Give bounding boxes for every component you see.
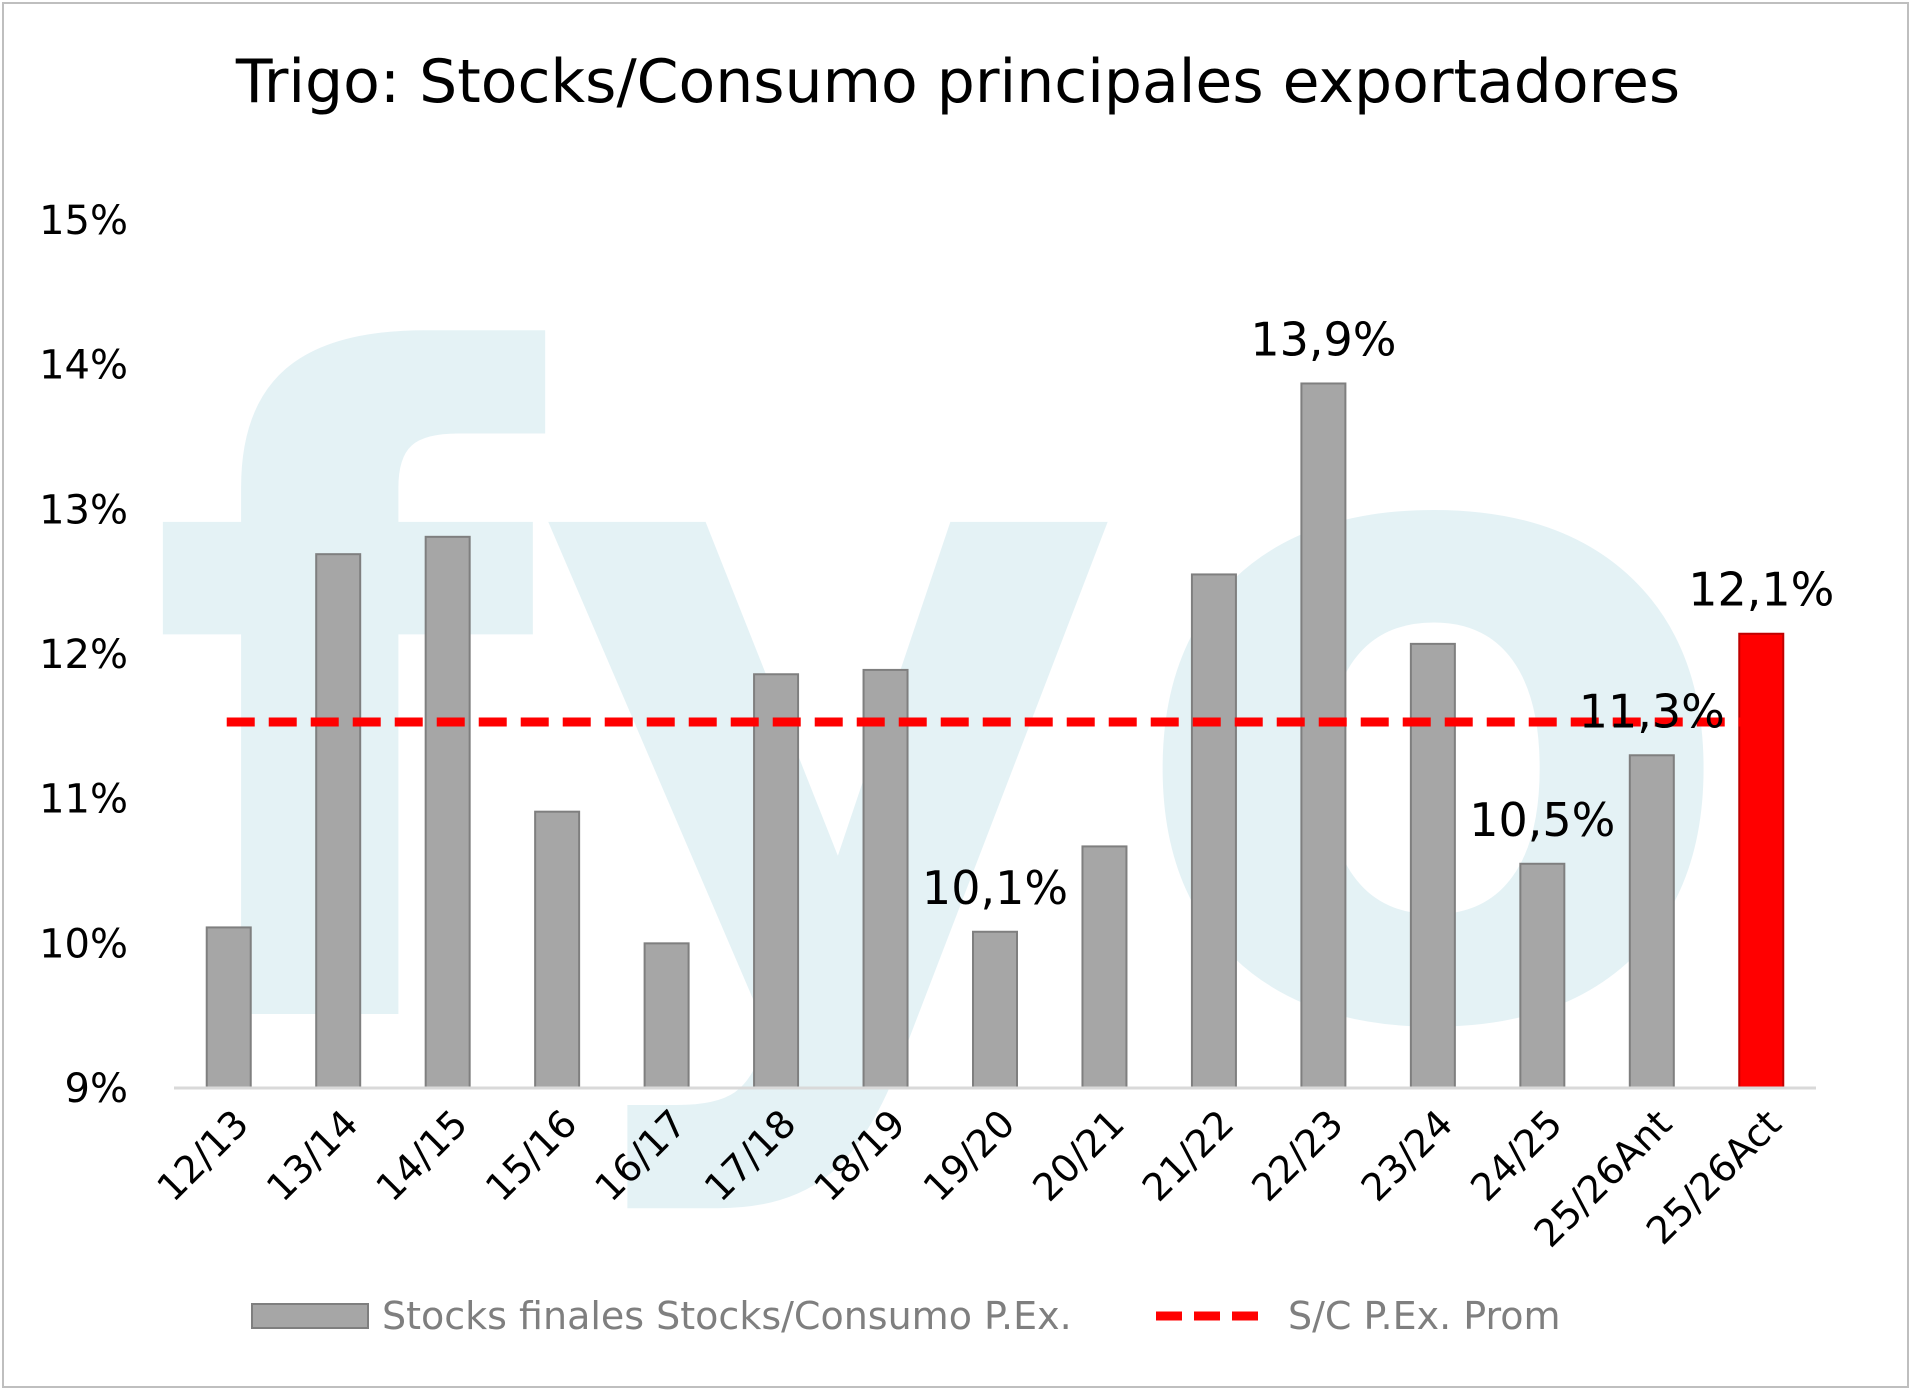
data-label: 10,5%	[1469, 793, 1615, 847]
watermark-logo-text: fyo	[146, 180, 1743, 1227]
y-tick-label: 10%	[39, 921, 128, 967]
data-labels: 10,1% 13,9% 10,5% 11,3% 12,1%	[922, 312, 1834, 914]
y-tick-label: 14%	[39, 343, 128, 389]
bar	[534, 810, 581, 1089]
bar	[1190, 573, 1237, 1089]
chart-canvas: fyo Trigo: Stocks/Consumo principales ex…	[39, 47, 1834, 1338]
bar	[1409, 642, 1456, 1090]
bar-highlight	[1738, 632, 1785, 1089]
bar	[315, 553, 362, 1089]
bar	[424, 535, 471, 1089]
bar	[972, 930, 1018, 1090]
y-tick-label: 15%	[39, 198, 128, 244]
bar	[1628, 754, 1675, 1089]
watermark: fyo	[146, 180, 1743, 1227]
bar	[643, 942, 690, 1089]
legend-bar-swatch	[251, 1303, 369, 1329]
bars	[205, 382, 1785, 1090]
legend-bar-label: Stocks finales Stocks/Consumo P.Ex.	[382, 1294, 1072, 1338]
bar	[862, 668, 909, 1089]
bar	[205, 926, 252, 1089]
y-tick-label: 11%	[39, 777, 128, 823]
bar	[1519, 862, 1566, 1089]
data-label: 12,1%	[1688, 563, 1834, 617]
data-label: 11,3%	[1579, 684, 1725, 738]
y-tick-label: 13%	[39, 487, 128, 533]
y-tick-label: 12%	[39, 632, 128, 678]
legend: Stocks finales Stocks/Consumo P.Ex. S/C …	[251, 1294, 1561, 1338]
bar	[1300, 382, 1347, 1089]
legend-line-label: S/C P.Ex. Prom	[1288, 1294, 1561, 1338]
chart-title: Trigo: Stocks/Consumo principales export…	[235, 47, 1680, 117]
y-tick-label: 9%	[65, 1066, 128, 1112]
data-label: 13,9%	[1250, 312, 1396, 366]
bar	[753, 673, 800, 1090]
data-label: 10,1%	[922, 861, 1068, 915]
y-axis: 9% 10% 11% 12% 13% 14% 15%	[39, 198, 128, 1112]
bar	[1081, 845, 1128, 1090]
